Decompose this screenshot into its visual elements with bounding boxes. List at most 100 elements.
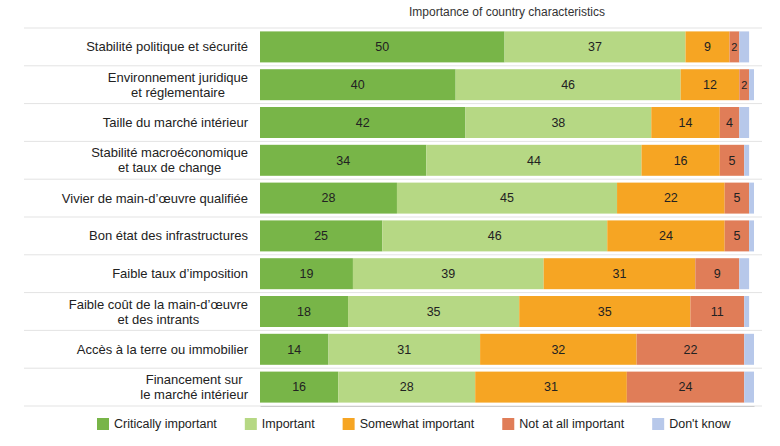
tick-label: Faible taux d’imposition xyxy=(112,266,248,281)
title: Importance of country characteristics xyxy=(409,5,605,19)
bar xyxy=(456,69,681,100)
tick: Vivier de main-d’œuvre qualifiée xyxy=(62,191,260,206)
tick-label: Financement surle marché intérieur xyxy=(140,372,248,402)
data-label: 4 xyxy=(726,116,733,130)
row-separators xyxy=(24,28,762,406)
legend-item: Not at all important xyxy=(502,417,624,431)
bar xyxy=(744,372,754,403)
bar xyxy=(397,183,617,214)
legend: Critically important Important Somewhat im… xyxy=(97,417,732,431)
tick: Accès à la terre ou immobilier xyxy=(77,342,260,357)
bar xyxy=(642,145,720,176)
data-label: 24 xyxy=(659,229,673,243)
bar xyxy=(720,107,740,138)
legend-swatch xyxy=(502,418,514,430)
data-label: 31 xyxy=(397,343,411,357)
row-separator xyxy=(24,103,762,104)
bar xyxy=(730,31,740,62)
data-label: 31 xyxy=(544,380,558,394)
data-label: 14 xyxy=(287,343,301,357)
tick: Financement surle marché intérieur xyxy=(140,372,260,402)
data-label: 45 xyxy=(500,191,514,205)
row-separator xyxy=(24,141,762,142)
data-label: 14 xyxy=(679,116,693,130)
bar xyxy=(260,372,338,403)
bar xyxy=(681,69,740,100)
bar xyxy=(338,372,475,403)
tick: Faible taux d’imposition xyxy=(112,266,260,281)
tick-label: Environnement juridiqueet réglementaire xyxy=(108,70,248,100)
bar xyxy=(519,296,690,327)
legend-label: Important xyxy=(262,417,315,431)
bar xyxy=(426,145,641,176)
bar xyxy=(260,69,456,100)
row-separator xyxy=(24,28,762,29)
row-separator xyxy=(24,217,762,218)
bar xyxy=(617,183,725,214)
row-separator xyxy=(24,254,762,255)
data-label: 32 xyxy=(551,343,565,357)
bar xyxy=(725,183,749,214)
bar xyxy=(328,334,480,365)
legend-swatch xyxy=(343,418,355,430)
data-label: 24 xyxy=(679,380,693,394)
bar xyxy=(475,372,627,403)
bar xyxy=(607,220,724,251)
data-label: 25 xyxy=(314,229,328,243)
tick: Faible coût de la main-d’œuvreet des int… xyxy=(69,297,260,327)
bar xyxy=(744,334,754,365)
data-label: 5 xyxy=(729,154,736,168)
bar xyxy=(348,296,519,327)
bar xyxy=(260,145,426,176)
tick: Stabilité politique et sécurité xyxy=(86,39,260,54)
data-label: 35 xyxy=(427,305,441,319)
y-axis: Stabilité politique et sécurité Environne… xyxy=(62,39,260,402)
data-label: 9 xyxy=(704,40,711,54)
bar xyxy=(260,107,465,138)
data-label: 28 xyxy=(322,191,336,205)
data-label: 46 xyxy=(488,229,502,243)
data-label: 2 xyxy=(741,79,747,91)
data-label: 16 xyxy=(292,380,306,394)
bar xyxy=(505,31,686,62)
data-label: 40 xyxy=(351,78,365,92)
bar xyxy=(749,220,754,251)
bar xyxy=(739,69,749,100)
bar xyxy=(637,334,745,365)
data-label: 18 xyxy=(297,305,311,319)
data-label: 12 xyxy=(703,78,717,92)
chart: Importance of country characteristics504… xyxy=(0,0,780,446)
bar xyxy=(695,258,739,289)
axis-line xyxy=(261,406,755,407)
legend-swatch xyxy=(245,418,257,430)
data-label: 38 xyxy=(551,116,565,130)
data-label: 46 xyxy=(561,78,575,92)
tick: Taille du marché intérieur xyxy=(103,115,260,130)
data-label: 22 xyxy=(683,343,697,357)
data-label: 42 xyxy=(356,116,370,130)
row-separator xyxy=(24,179,762,180)
bar xyxy=(725,220,749,251)
bar xyxy=(749,69,754,100)
row-separator xyxy=(24,406,762,407)
tick: Environnement juridiqueet réglementaire xyxy=(108,70,260,100)
data-labels: 5040423428251918141637463844454639353128… xyxy=(287,40,747,394)
bar xyxy=(690,296,744,327)
data-label: 34 xyxy=(336,154,350,168)
data-label: 2 xyxy=(731,41,737,53)
legend-item: Critically important xyxy=(97,417,217,431)
tick-label: Faible coût de la main-d’œuvreet des int… xyxy=(69,297,248,327)
legend-item: Somewhat important xyxy=(343,417,475,431)
bar xyxy=(739,31,749,62)
row-separator xyxy=(24,330,762,331)
data-label: 31 xyxy=(613,267,627,281)
legend-label: Don't know xyxy=(669,417,731,431)
data-label: 11 xyxy=(711,305,724,319)
data-label: 44 xyxy=(527,154,541,168)
legend-label: Critically important xyxy=(114,417,217,431)
data-label: 37 xyxy=(588,40,602,54)
data-label: 16 xyxy=(674,154,688,168)
bar xyxy=(480,334,637,365)
data-label: 35 xyxy=(598,305,612,319)
bar xyxy=(353,258,544,289)
